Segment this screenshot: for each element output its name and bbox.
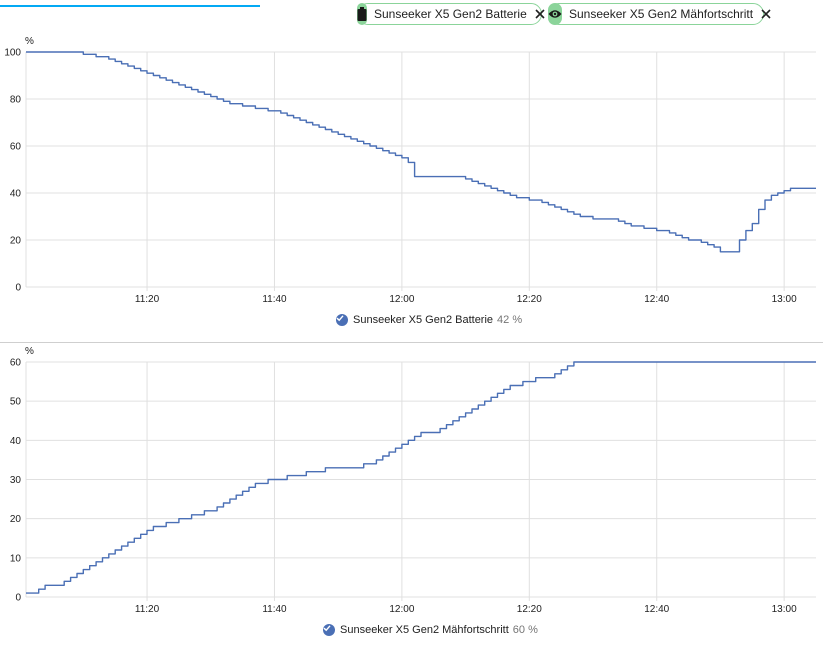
progress-chart: % 0 10 20 30 40 50 60 11:20 11:40 12:00 12:20 12:40 1… [0, 345, 823, 650]
y-tick-label: 0 [15, 283, 21, 294]
close-icon[interactable] [535, 9, 545, 19]
legend-value: 60 % [512, 624, 538, 636]
y-axis-unit: % [25, 346, 34, 357]
y-tick-label: 20 [10, 236, 22, 247]
legend-value: 42 % [497, 314, 523, 326]
y-tick-label: 60 [10, 358, 22, 369]
filter-chip-maehfortschritt[interactable]: Sunseeker X5 Gen2 Mähfortschritt [548, 3, 771, 25]
y-tick-label: 100 [4, 48, 21, 59]
battery-chart: % 0 20 40 60 80 100 11:20 11:40 12:00 12:20 12:40 13… [0, 32, 823, 332]
top-accent-line [0, 5, 260, 7]
x-tick-label: 11:40 [262, 604, 287, 615]
chart-divider [0, 342, 823, 343]
chart-legend[interactable]: Sunseeker X5 Gen2 Batterie 42 % [336, 314, 522, 326]
y-axis-unit: % [25, 36, 34, 47]
y-tick-label: 10 [10, 553, 22, 564]
x-tick-label: 12:20 [517, 604, 542, 615]
chart-legend[interactable]: Sunseeker X5 Gen2 Mähfortschritt 60 % [323, 624, 538, 636]
y-tick-label: 50 [10, 397, 22, 408]
check-icon [323, 624, 335, 636]
legend-label: Sunseeker X5 Gen2 Batterie [353, 314, 494, 326]
battery-icon [357, 3, 367, 25]
battery-chart-plot: % 0 20 40 60 80 100 11:20 11:40 12:00 12:20 12:40 13… [4, 36, 816, 305]
y-tick-label: 40 [10, 189, 22, 200]
series-line[interactable] [26, 361, 816, 594]
x-tick-label: 12:40 [644, 294, 669, 305]
y-tick-label: 0 [15, 593, 21, 604]
y-tick-label: 30 [10, 475, 22, 486]
series-line[interactable] [26, 51, 816, 253]
x-tick-label: 12:40 [644, 604, 669, 615]
check-icon [336, 314, 348, 326]
x-tick-label: 12:00 [389, 604, 414, 615]
x-tick-label: 13:00 [772, 604, 797, 615]
y-tick-label: 60 [10, 142, 22, 153]
filter-chip-label: Sunseeker X5 Gen2 Batterie [374, 7, 527, 21]
filter-chip-batterie[interactable]: Sunseeker X5 Gen2 Batterie [357, 3, 545, 25]
progress-chart-plot: % 0 10 20 30 40 50 60 11:20 11:40 12:00 12:20 12:40 1… [10, 346, 816, 615]
x-tick-label: 12:00 [389, 294, 414, 305]
x-tick-label: 13:00 [772, 294, 797, 305]
x-tick-label: 12:20 [517, 294, 542, 305]
legend-label: Sunseeker X5 Gen2 Mähfortschritt [340, 624, 509, 636]
close-icon[interactable] [761, 9, 771, 19]
x-tick-label: 11:20 [135, 294, 160, 305]
x-tick-label: 11:40 [262, 294, 287, 305]
filter-chip-label: Sunseeker X5 Gen2 Mähfortschritt [569, 7, 754, 21]
y-tick-label: 80 [10, 95, 22, 106]
x-tick-label: 11:20 [135, 604, 160, 615]
y-tick-label: 20 [10, 514, 22, 525]
eye-icon [548, 3, 562, 25]
y-tick-label: 40 [10, 436, 22, 447]
